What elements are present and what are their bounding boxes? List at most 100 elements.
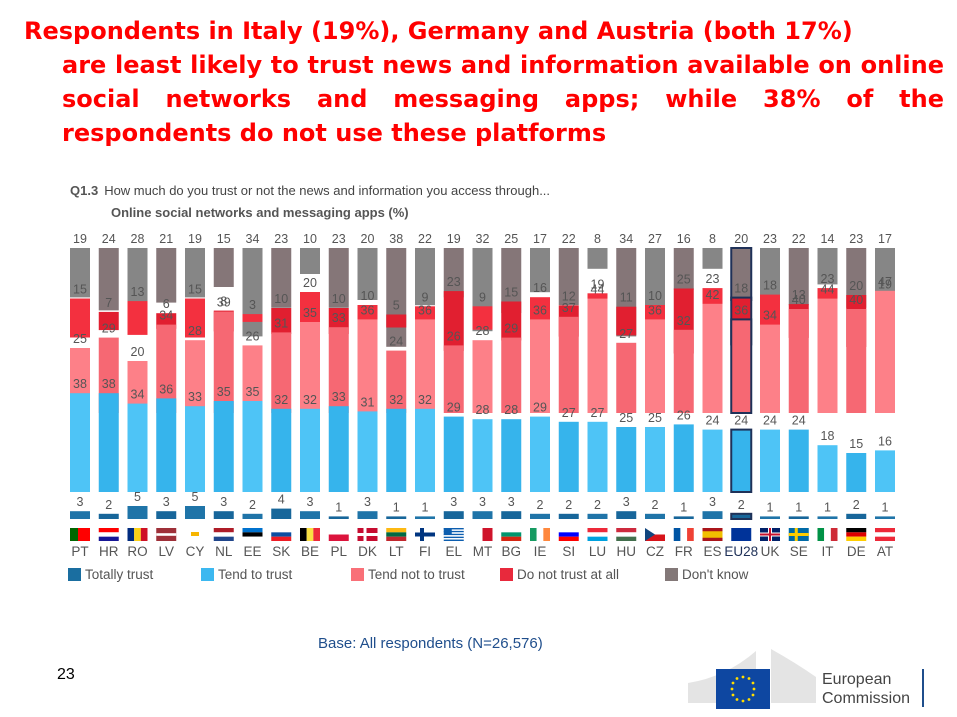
flag-eu28-icon	[731, 528, 752, 541]
bar-tend-not-to-trust-pl	[328, 327, 349, 413]
bar-tend-not-to-trust-at	[875, 290, 895, 413]
flag-lv-icon	[156, 528, 177, 541]
value-label-tend-not-to-trust: 42	[706, 288, 720, 302]
bar-do-not-trust-at-all-el	[443, 291, 464, 351]
value-label-dont-know: 34	[619, 232, 633, 246]
bar-tend-not-to-trust-sk	[271, 332, 292, 413]
bar-tend-not-to-trust-lv	[156, 324, 177, 413]
bar-dont-know-lu	[587, 248, 608, 269]
bar-dont-know-pt	[70, 248, 90, 298]
bar-tend-to-trust-el	[443, 416, 464, 492]
flag-lu-icon	[587, 528, 608, 541]
value-label-dont-know: 27	[648, 232, 662, 246]
value-label-do-not-trust-at-all: 8	[220, 295, 227, 309]
value-label-do-not-trust-at-all: 23	[447, 275, 461, 289]
bar-totally-trust-de	[846, 513, 867, 519]
bar-tend-to-trust-sk	[271, 408, 292, 492]
value-label-dont-know: 8	[709, 232, 716, 246]
country-label: AT	[877, 544, 893, 559]
bar-totally-trust-it	[817, 516, 838, 519]
country-label: SK	[272, 544, 290, 559]
value-label-tend-not-to-trust: 34	[763, 309, 777, 323]
value-label-do-not-trust-at-all: 11	[620, 291, 633, 305]
value-label-tend-not-to-trust: 39	[217, 296, 231, 310]
bar-dont-know-be	[300, 248, 320, 274]
legend-item-tend-not-to-trust: Tend not to trust	[351, 567, 465, 582]
value-label-tend-to-trust: 24	[706, 414, 720, 428]
bar-tend-to-trust-pl	[328, 406, 349, 492]
flag-at-icon	[875, 528, 895, 541]
country-label: EL	[445, 544, 462, 559]
bar-tend-not-to-trust-ie	[530, 319, 550, 413]
value-label-tend-not-to-trust: 36	[418, 303, 432, 317]
value-label-tend-not-to-trust: 36	[361, 303, 375, 317]
value-label-do-not-trust-at-all: 10	[648, 289, 662, 303]
bar-tend-not-to-trust-nl	[213, 311, 234, 413]
value-label-dont-know: 25	[504, 232, 518, 246]
country-label: FI	[419, 544, 431, 559]
bar-dont-know-si	[558, 248, 579, 306]
bar-totally-trust-hu	[616, 511, 637, 519]
value-label-totally-trust: 2	[853, 498, 860, 512]
bar-do-not-trust-at-all-bg	[501, 301, 522, 341]
bar-totally-trust-eu28	[730, 512, 753, 520]
value-label-tend-to-trust: 25	[619, 411, 633, 425]
value-label-tend-not-to-trust: 27	[619, 327, 633, 341]
value-label-dont-know: 34	[246, 232, 260, 246]
value-label-do-not-trust-at-all: 10	[274, 292, 288, 306]
bar-totally-trust-uk	[760, 516, 780, 519]
bar-tend-not-to-trust-es	[702, 303, 723, 413]
bar-dont-know-nl	[213, 248, 234, 287]
bar-tend-not-to-trust-cy	[185, 340, 205, 413]
bar-totally-trust-el	[443, 511, 464, 519]
ec-logo-line-1: European	[822, 671, 892, 688]
country-label: PT	[71, 544, 88, 559]
value-label-totally-trust: 1	[335, 500, 342, 514]
value-label-tend-to-trust: 28	[504, 403, 518, 417]
value-label-dont-know: 23	[274, 232, 288, 246]
bar-totally-trust-si	[558, 513, 579, 519]
bar-tend-to-trust-cz	[645, 427, 665, 492]
country-label: EU28	[724, 544, 758, 559]
bar-tend-not-to-trust-eu28	[730, 318, 753, 414]
bar-dont-know-ie	[530, 248, 550, 293]
value-label-tend-to-trust: 33	[332, 390, 346, 404]
value-label-tend-not-to-trust: 36	[648, 303, 662, 317]
value-label-tend-not-to-trust: 29	[504, 322, 518, 336]
european-commission-logo	[688, 649, 816, 709]
base-note: Base: All respondents (N=26,576)	[318, 635, 543, 652]
value-label-tend-to-trust: 38	[73, 377, 87, 391]
value-label-tend-not-to-trust: 44	[591, 283, 605, 297]
value-label-dont-know: 24	[102, 232, 116, 246]
country-label: UK	[761, 544, 780, 559]
bar-totally-trust-se	[788, 516, 809, 519]
bar-tend-to-trust-dk	[357, 411, 378, 492]
bar-dont-know-pl	[328, 248, 349, 308]
value-label-totally-trust: 1	[795, 500, 802, 514]
flag-hu-icon	[616, 528, 637, 541]
value-label-tend-to-trust: 25	[648, 411, 662, 425]
ec-logo-bar	[922, 669, 924, 707]
bar-do-not-trust-at-all-hu	[616, 306, 637, 336]
value-label-tend-not-to-trust: 36	[533, 303, 547, 317]
bar-dont-know-fi	[415, 248, 435, 306]
bar-tend-to-trust-cy	[185, 406, 205, 492]
bar-dont-know-sk	[271, 248, 292, 308]
value-label-dont-know: 17	[533, 232, 547, 246]
bar-tend-not-to-trust-ee	[242, 345, 263, 413]
value-label-do-not-trust-at-all: 12	[562, 289, 576, 303]
flag-fr-icon	[673, 528, 694, 541]
value-label-tend-not-to-trust: 35	[303, 306, 317, 320]
bar-tend-to-trust-at	[875, 450, 895, 492]
flag-ro-icon	[127, 528, 148, 541]
bar-do-not-trust-at-all-hr	[98, 311, 119, 331]
bar-totally-trust-dk	[357, 511, 378, 519]
value-label-do-not-trust-at-all: 5	[393, 299, 400, 313]
value-label-totally-trust: 1	[767, 500, 774, 514]
flag-sk-icon	[271, 528, 292, 541]
bar-tend-to-trust-bg	[501, 419, 522, 492]
value-label-totally-trust: 1	[824, 500, 831, 514]
value-label-tend-to-trust: 29	[533, 401, 547, 415]
bar-tend-to-trust-lv	[156, 398, 177, 492]
flag-cz-icon	[645, 528, 665, 541]
